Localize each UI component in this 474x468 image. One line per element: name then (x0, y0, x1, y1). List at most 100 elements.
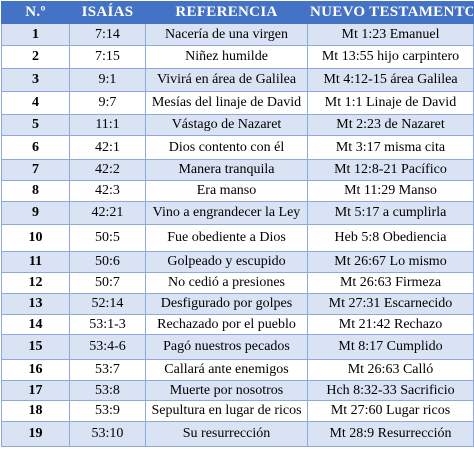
cell-referencia: Vino a engrandecer la Ley (145, 201, 308, 225)
cell-isaias: 42:3 (69, 180, 146, 202)
table-row: 11 50:6 Golpeado y escupido Mt 26:67 Lo mis… (1, 251, 474, 273)
cell-isaias: 9:7 (69, 91, 146, 115)
cell-number: 5 (1, 114, 70, 136)
table-row: 3 9:1 Vivirá en área de Galilea Mt 4:12-15 … (1, 68, 474, 92)
cell-nuevo-testamento: Mt 26:63 Calló (307, 359, 474, 381)
cell-number: 8 (1, 180, 70, 202)
cell-nuevo-testamento: Mt 27:60 Lugar ricos (307, 400, 474, 422)
table-row: 8 42:3 Era manso Mt 11:29 Manso (1, 180, 474, 202)
cell-referencia: Golpeado y escupido (145, 251, 308, 273)
cell-isaias: 53:9 (69, 400, 146, 422)
cell-referencia: Rechazado por el pueblo (145, 314, 308, 335)
table-row: 5 11:1 Vástago de Nazaret Mt 2:23 de Nazare… (1, 114, 474, 136)
cell-nuevo-testamento: Mt 1:23 Emanuel (307, 23, 474, 46)
cell-referencia: Vivirá en área de Galilea (145, 68, 308, 92)
table-row: 13 52:14 Desfigurado por golpes Mt 27:31 Es… (1, 293, 474, 315)
cell-number: 7 (1, 159, 70, 181)
cell-isaias: 50:6 (69, 251, 146, 273)
cell-number: 17 (1, 380, 70, 401)
cell-number: 3 (1, 68, 70, 92)
cell-referencia: Pagó nuestros pecados (145, 334, 308, 360)
table-row: 1 7:14 Nacería de una virgen Mt 1:23 Emanue… (1, 23, 474, 46)
cell-nuevo-testamento: Mt 26:63 Firmeza (307, 272, 474, 294)
cell-nuevo-testamento: Heb 5:8 Obediencia (307, 224, 474, 252)
cell-nuevo-testamento: Mt 26:67 Lo mismo (307, 251, 474, 273)
cell-isaias: 50:7 (69, 272, 146, 294)
cell-referencia: No cedió a presiones (145, 272, 308, 294)
cell-referencia: Muerte por nosotros (145, 380, 308, 401)
cell-number: 13 (1, 293, 70, 315)
cell-number: 10 (1, 224, 70, 252)
table-row: 12 50:7 No cedió a presiones Mt 26:63 Firme… (1, 272, 474, 294)
header-isaias: ISAÍAS (69, 1, 146, 24)
cell-nuevo-testamento: Mt 13:55 hijo carpintero (307, 45, 474, 69)
table-row: 2 7:15 Niñez humilde Mt 13:55 hijo carpinte… (1, 45, 474, 69)
cell-number: 2 (1, 45, 70, 69)
table-row: 4 9:7 Mesías del linaje de David Mt 1:1 Lin… (1, 91, 474, 115)
table-row: 17 53:8 Muerte por nosotros Hch 8:32-33 Sac… (1, 380, 474, 401)
table-row: 6 42:1 Dios contento con él Mt 3:17 misma c… (1, 135, 474, 160)
cell-number: 11 (1, 251, 70, 273)
table-body: 1 7:14 Nacería de una virgen Mt 1:23 Emanue… (1, 23, 474, 447)
cell-nuevo-testamento: Mt 28:9 Resurrección (307, 421, 474, 447)
cell-nuevo-testamento: Mt 4:12-15 área Galilea (307, 68, 474, 92)
cell-number: 12 (1, 272, 70, 294)
cell-nuevo-testamento: Hch 8:32-33 Sacrificio (307, 380, 474, 401)
cell-isaias: 7:15 (69, 45, 146, 69)
cell-nuevo-testamento: Mt 1:1 Linaje de David (307, 91, 474, 115)
header-number: N.º (1, 1, 70, 24)
header-nuevo-testamento: NUEVO TESTAMENTO (307, 1, 474, 24)
table-row: 15 53:4-6 Pagó nuestros pecados Mt 8:17 Cum… (1, 334, 474, 360)
prophecy-table: N.º ISAÍAS REFERENCIA NUEVO TESTAMENTO 1… (1, 1, 474, 447)
cell-isaias: 53:7 (69, 359, 146, 381)
cell-isaias: 42:21 (69, 201, 146, 225)
cell-isaias: 53:4-6 (69, 334, 146, 360)
cell-referencia: Callará ante enemigos (145, 359, 308, 381)
cell-number: 18 (1, 400, 70, 422)
cell-referencia: Mesías del linaje de David (145, 91, 308, 115)
cell-isaias: 53:1-3 (69, 314, 146, 335)
cell-nuevo-testamento: Mt 3:17 misma cita (307, 135, 474, 160)
cell-isaias: 42:1 (69, 135, 146, 160)
cell-number: 6 (1, 135, 70, 160)
cell-isaias: 50:5 (69, 224, 146, 252)
cell-referencia: Nacería de una virgen (145, 23, 308, 46)
table-header: N.º ISAÍAS REFERENCIA NUEVO TESTAMENTO (1, 1, 474, 24)
cell-referencia: Manera tranquila (145, 159, 308, 181)
cell-isaias: 53:8 (69, 380, 146, 401)
cell-nuevo-testamento: Mt 12:8-21 Pacífico (307, 159, 474, 181)
cell-number: 14 (1, 314, 70, 335)
header-referencia: REFERENCIA (145, 1, 308, 24)
cell-isaias: 7:14 (69, 23, 146, 46)
table-row: 9 42:21 Vino a engrandecer la Ley Mt 5:17 a… (1, 201, 474, 225)
cell-isaias: 9:1 (69, 68, 146, 92)
table-row: 7 42:2 Manera tranquila Mt 12:8-21 Pacífico (1, 159, 474, 181)
header-row: N.º ISAÍAS REFERENCIA NUEVO TESTAMENTO (1, 1, 474, 24)
cell-isaias: 11:1 (69, 114, 146, 136)
cell-nuevo-testamento: Mt 5:17 a cumplirla (307, 201, 474, 225)
cell-nuevo-testamento: Mt 27:31 Escarnecido (307, 293, 474, 315)
cell-nuevo-testamento: Mt 2:23 de Nazaret (307, 114, 474, 136)
table-row: 16 53:7 Callará ante enemigos Mt 26:63 Call… (1, 359, 474, 381)
cell-referencia: Era manso (145, 180, 308, 202)
cell-referencia: Dios contento con él (145, 135, 308, 160)
cell-isaias: 42:2 (69, 159, 146, 181)
cell-number: 1 (1, 23, 70, 46)
table-row: 10 50:5 Fue obediente a Dios Heb 5:8 Obedie… (1, 224, 474, 252)
cell-isaias: 52:14 (69, 293, 146, 315)
cell-number: 16 (1, 359, 70, 381)
cell-number: 9 (1, 201, 70, 225)
cell-number: 19 (1, 421, 70, 447)
table-row: 18 53:9 Sepultura en lugar de ricos Mt 27:6… (1, 400, 474, 422)
cell-referencia: Desfigurado por golpes (145, 293, 308, 315)
table-row: 14 53:1-3 Rechazado por el pueblo Mt 21:42 … (1, 314, 474, 335)
cell-referencia: Niñez humilde (145, 45, 308, 69)
cell-referencia: Sepultura en lugar de ricos (145, 400, 308, 422)
cell-nuevo-testamento: Mt 21:42 Rechazo (307, 314, 474, 335)
cell-referencia: Su resurrección (145, 421, 308, 447)
cell-nuevo-testamento: Mt 11:29 Manso (307, 180, 474, 202)
cell-referencia: Fue obediente a Dios (145, 224, 308, 252)
cell-number: 4 (1, 91, 70, 115)
cell-number: 15 (1, 334, 70, 360)
